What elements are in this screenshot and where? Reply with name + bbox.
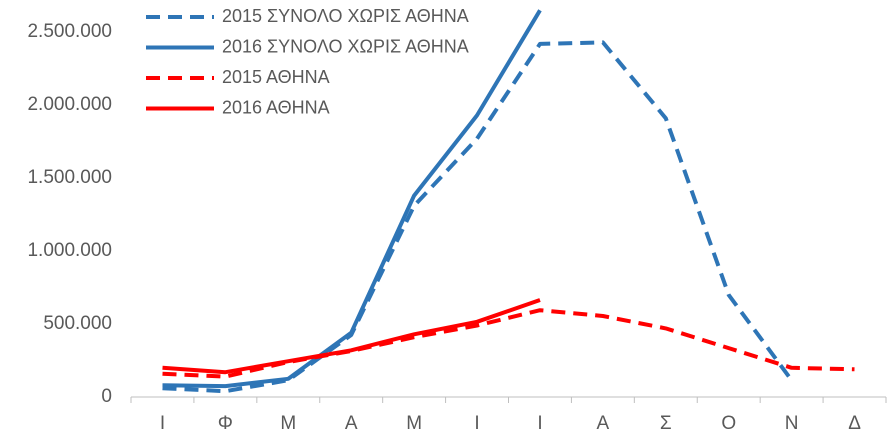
x-tick-label: Α (597, 413, 610, 434)
legend-label: 2016 ΣΥΝΟΛΟ ΧΩΡΙΣ ΑΘΗΝΑ (222, 36, 469, 56)
series-line (162, 9, 542, 389)
x-tick-label: Ι (474, 413, 479, 434)
x-tick-label: Φ (218, 413, 233, 434)
y-tick-label: 500.000 (43, 313, 112, 334)
x-tick-label: Μ (406, 413, 422, 434)
x-tick-label: Σ (660, 413, 672, 434)
series-line (162, 298, 541, 375)
legend-label: 2015 ΣΥΝΟΛΟ ΧΩΡΙΣ ΑΘΗΝΑ (222, 6, 469, 26)
x-tick-label: Ν (785, 413, 799, 434)
y-tick-label: 1.500.000 (27, 167, 112, 188)
legend: 2015 ΣΥΝΟΛΟ ΧΩΡΙΣ ΑΘΗΝΑ 2016 ΣΥΝΟΛΟ ΧΩΡΙΣ… (146, 6, 469, 117)
x-tick-label: Μ (280, 413, 296, 434)
legend-label: 2016 ΑΘΗΝΑ (222, 97, 330, 117)
y-tick-label: 1.000.000 (27, 240, 112, 261)
x-tick-label: Α (345, 413, 358, 434)
y-tick-label: 2.500.000 (27, 21, 112, 42)
series-line (162, 40, 794, 394)
x-tick-label: Δ (848, 413, 861, 434)
x-tick-label: Ι (537, 413, 542, 434)
legend-label: 2015 ΑΘΗΝΑ (222, 67, 330, 87)
x-tick-label: Ι (160, 413, 165, 434)
y-tick-label: 0 (101, 386, 112, 407)
x-tick-label: Ο (721, 413, 736, 434)
y-tick-label: 2.000.000 (27, 94, 112, 115)
